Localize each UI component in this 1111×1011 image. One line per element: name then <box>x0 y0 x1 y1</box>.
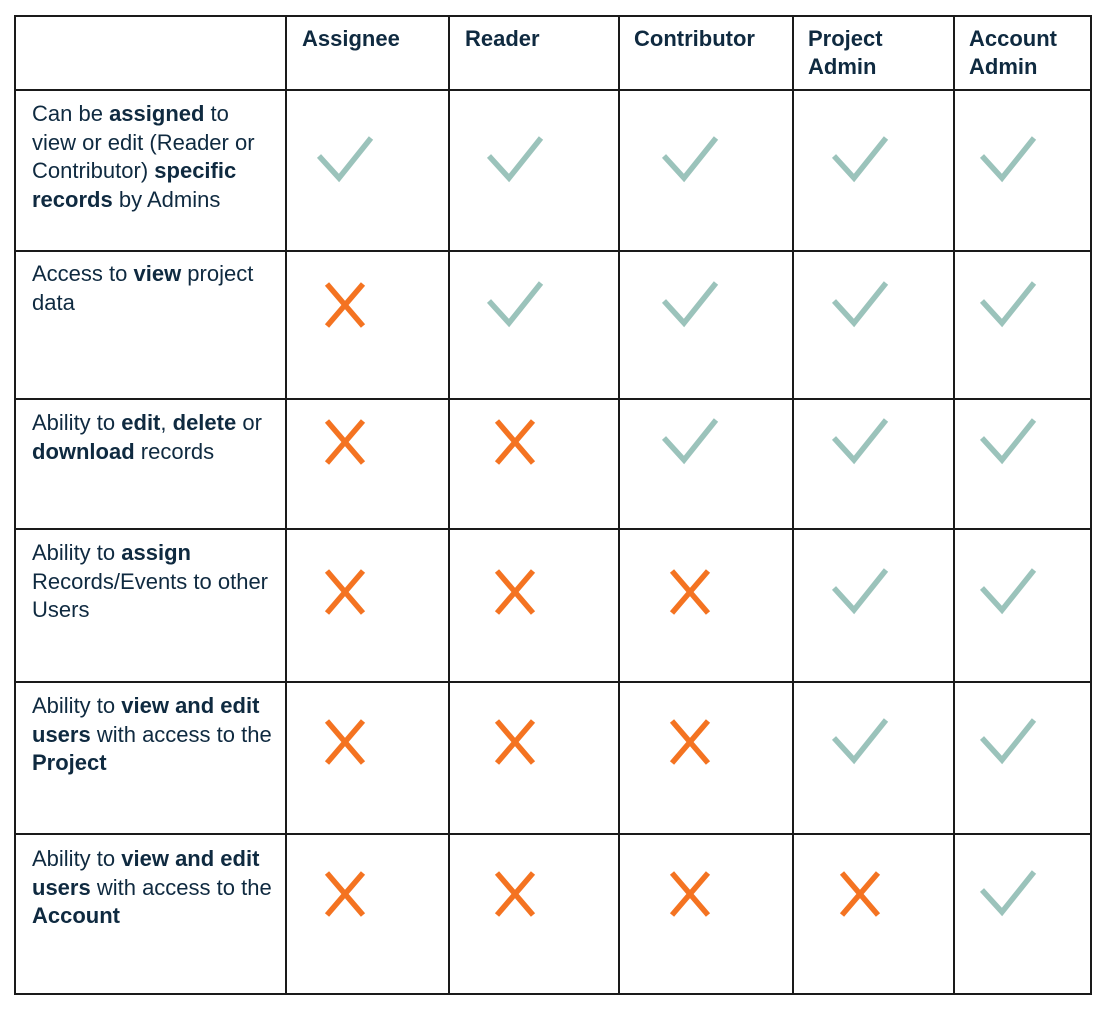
feature-emphasis: edit <box>121 410 161 435</box>
cross-icon <box>660 566 720 618</box>
feature-text: Access to <box>32 261 134 286</box>
check-icon <box>660 279 720 331</box>
cross-icon <box>315 566 375 618</box>
check-icon <box>830 716 890 768</box>
cross-icon <box>315 279 375 331</box>
feature-text: with access to the <box>90 721 272 747</box>
feature-label: Ability to edit, delete or download reco… <box>32 409 272 466</box>
check-icon <box>485 134 545 186</box>
feature-text: or <box>236 410 262 435</box>
feature-label: Ability to assign Records/Events to othe… <box>32 539 272 625</box>
feature-emphasis: download <box>32 438 135 464</box>
feature-text: Ability to <box>32 410 122 435</box>
check-icon <box>315 134 375 186</box>
check-icon <box>660 416 720 468</box>
feature-text: project data <box>32 261 254 315</box>
check-icon <box>830 279 890 331</box>
cross-icon <box>315 416 375 468</box>
grid-line <box>16 398 1090 400</box>
feature-emphasis: specific records <box>32 158 237 212</box>
check-icon <box>978 566 1038 618</box>
grid-line <box>448 17 450 993</box>
column-header-contributor: Contributor <box>634 26 755 51</box>
check-icon <box>978 416 1038 468</box>
feature-emphasis: Project <box>32 750 107 775</box>
grid-line <box>285 17 287 993</box>
feature-emphasis: assign <box>121 540 191 565</box>
feature-emphasis: assigned <box>109 101 205 126</box>
grid-line <box>16 833 1090 835</box>
cross-icon <box>830 868 890 920</box>
feature-text: , <box>160 410 173 435</box>
check-icon <box>660 134 720 186</box>
grid-line <box>16 89 1090 91</box>
check-icon <box>830 566 890 618</box>
feature-text: Records/Events to other Users <box>32 568 269 623</box>
check-icon <box>830 416 890 468</box>
feature-label: Can be assigned to view or edit (Reader … <box>32 100 272 214</box>
cross-icon <box>485 566 545 618</box>
cross-icon <box>315 716 375 768</box>
feature-text: to view or edit (Reader or Contributor) <box>32 101 255 183</box>
grid-line <box>792 17 794 993</box>
cross-icon <box>485 716 545 768</box>
feature-text: Can be <box>32 101 110 126</box>
feature-label: Ability to view and edit users with acce… <box>32 692 272 778</box>
grid-line <box>16 528 1090 530</box>
column-header-reader: Reader <box>465 26 540 51</box>
feature-emphasis: delete <box>172 410 237 435</box>
grid-line <box>16 681 1090 683</box>
check-icon <box>978 868 1038 920</box>
cross-icon <box>315 868 375 920</box>
feature-emphasis: view and edit users <box>32 693 260 747</box>
feature-text: records <box>134 438 215 464</box>
cross-icon <box>485 868 545 920</box>
feature-text: Ability to <box>32 846 122 871</box>
grid-line <box>953 17 955 993</box>
feature-emphasis: view and edit users <box>32 846 260 900</box>
feature-text: Ability to <box>32 540 122 565</box>
check-icon <box>978 279 1038 331</box>
grid-line <box>618 17 620 993</box>
permissions-table: Assignee Reader Contributor Project Admi… <box>14 15 1092 995</box>
feature-text: Ability to <box>32 693 122 718</box>
cross-icon <box>660 868 720 920</box>
cross-icon <box>660 716 720 768</box>
check-icon <box>978 716 1038 768</box>
feature-label: Access to view project data <box>32 260 272 317</box>
feature-label: Ability to view and edit users with acce… <box>32 845 272 931</box>
feature-text: with access to the <box>90 874 272 900</box>
check-icon <box>830 134 890 186</box>
column-header-project-admin: Project Admin <box>808 26 883 79</box>
column-header-account-admin: Account Admin <box>969 26 1057 79</box>
cross-icon <box>485 416 545 468</box>
feature-emphasis: Account <box>32 903 120 928</box>
check-icon <box>485 279 545 331</box>
column-header-assignee: Assignee <box>302 26 400 51</box>
feature-text: by Admins <box>112 186 221 212</box>
feature-emphasis: view <box>133 261 182 286</box>
grid-line <box>16 250 1090 252</box>
check-icon <box>978 134 1038 186</box>
